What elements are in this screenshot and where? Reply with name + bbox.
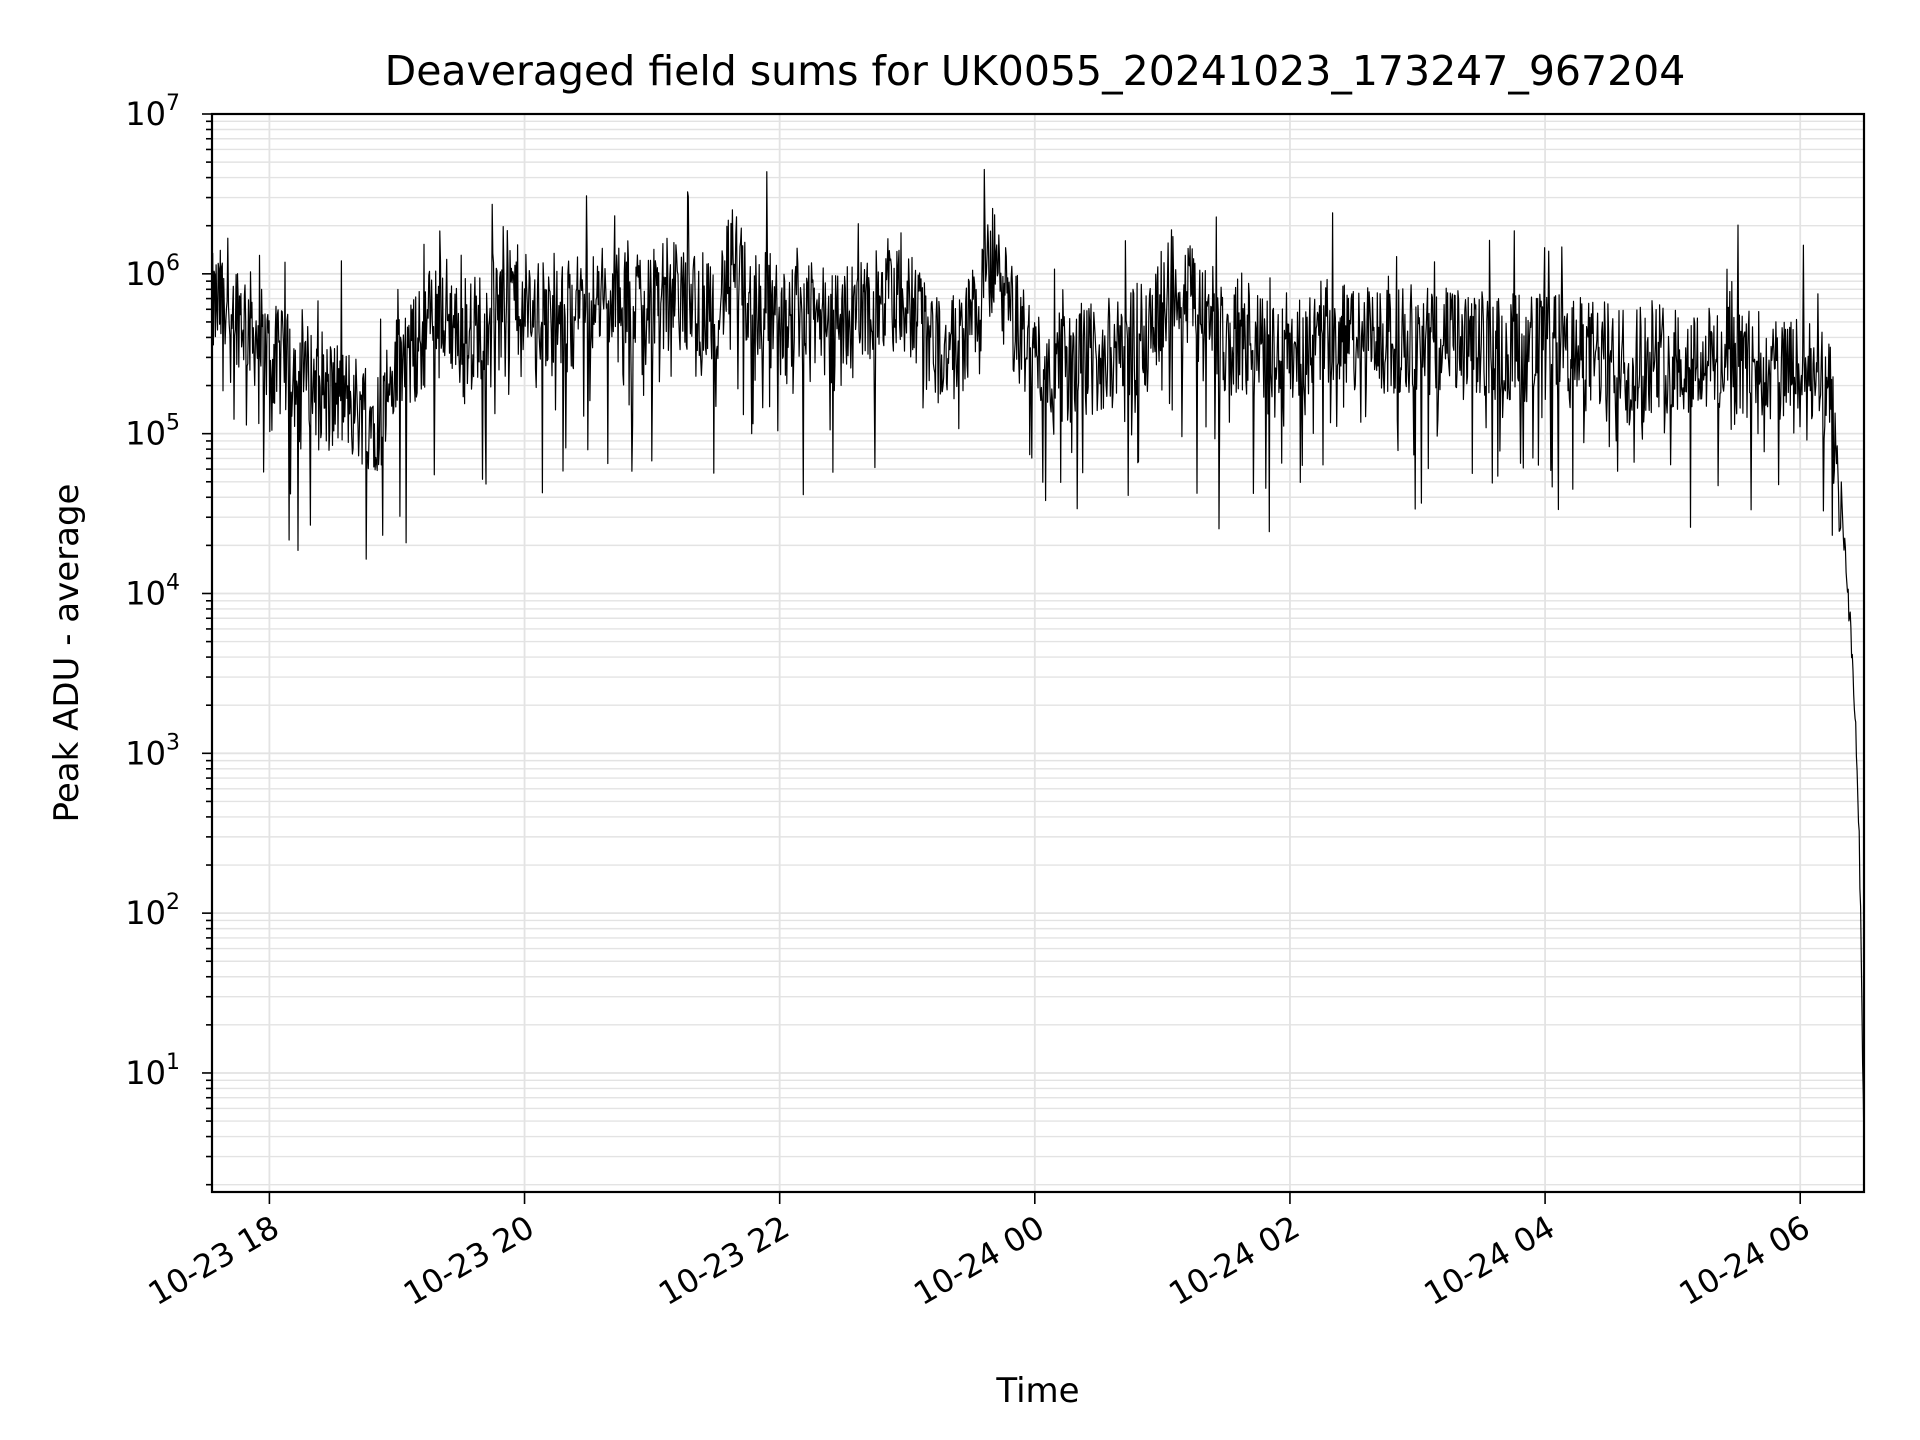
y-tick-base: 10 (125, 415, 166, 453)
y-tick-label: 104 (125, 570, 180, 612)
y-tick-label: 106 (125, 251, 180, 293)
y-tick-exponent: 1 (166, 1050, 180, 1075)
x-axis-label: Time (995, 1371, 1079, 1411)
plot-frame (210, 112, 1866, 1194)
y-tick-base: 10 (125, 95, 166, 133)
y-tick-label: 101 (125, 1050, 180, 1092)
y-tick-exponent: 5 (166, 411, 180, 436)
data-layer (211, 168, 1865, 1151)
y-tick-exponent: 2 (166, 890, 180, 915)
y-tick-base: 10 (125, 255, 166, 293)
y-tick-label: 102 (125, 890, 180, 932)
y-tick-base: 10 (125, 1054, 166, 1092)
y-tick-exponent: 6 (166, 251, 180, 276)
y-tick-exponent: 4 (166, 570, 180, 595)
y-tick-label: 107 (125, 91, 180, 133)
y-tick-label: 105 (125, 411, 180, 453)
y-tick-label: 103 (125, 730, 180, 772)
y-tick-exponent: 3 (166, 730, 180, 755)
y-tick-base: 10 (125, 734, 166, 772)
y-tick-exponent: 7 (166, 91, 180, 116)
y-axis-label: Peak ADU - average (47, 484, 87, 823)
series-line (211, 168, 1865, 1151)
y-tick-base: 10 (125, 574, 166, 612)
y-tick-base: 10 (125, 894, 166, 932)
chart-title: Deaveraged field sums for UK0055_2024102… (385, 47, 1686, 95)
